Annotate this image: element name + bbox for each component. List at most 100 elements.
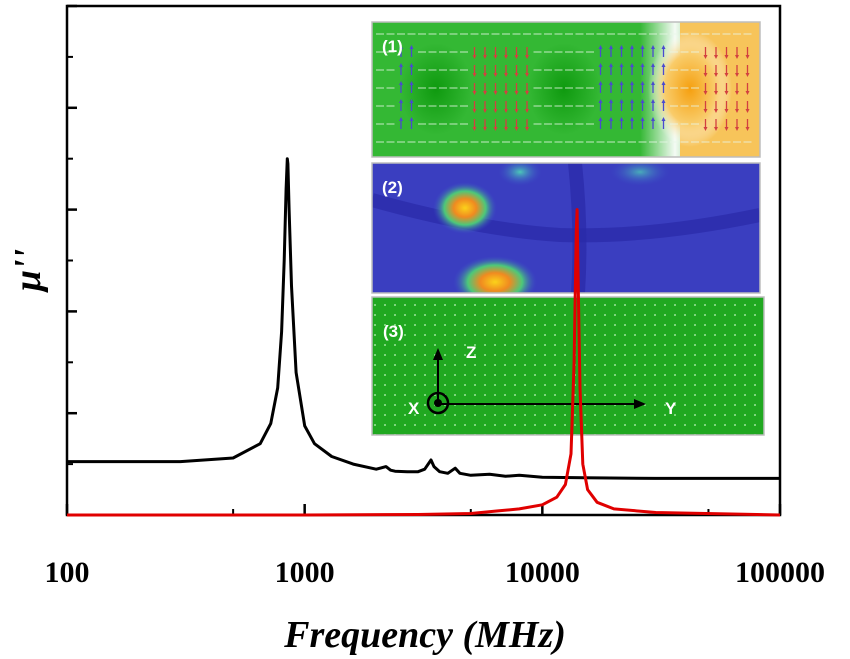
field-arrow-head xyxy=(609,99,613,103)
field-arrow-head xyxy=(735,55,739,59)
field-arrow-head xyxy=(661,117,666,121)
field-arrow-head xyxy=(483,127,487,131)
inset-2-label: (2) xyxy=(382,178,403,197)
field-arrow-head xyxy=(472,127,477,131)
x-tick-label: 100 xyxy=(45,556,90,589)
field-arrow-head xyxy=(472,91,477,95)
field-arrow-head xyxy=(640,117,645,121)
field-arrow-head xyxy=(472,73,477,77)
field-arrow-head xyxy=(735,127,739,131)
field-arrow-head xyxy=(661,99,666,103)
field-arrow-head xyxy=(483,55,487,59)
x-tick-label: 10000 xyxy=(505,556,580,589)
field-arrow-head xyxy=(609,63,613,67)
field-arrow-head xyxy=(745,127,750,131)
field-arrow-head xyxy=(640,45,645,49)
field-arrow-head xyxy=(630,63,634,67)
field-arrow-head xyxy=(609,117,613,121)
field-arrow-head xyxy=(493,55,498,59)
field-arrow-head xyxy=(651,63,655,67)
inset-3-axis-x: X xyxy=(408,399,420,418)
field-arrow-head xyxy=(493,127,498,131)
field-arrow-head xyxy=(703,73,708,77)
x-tick-label: 1000 xyxy=(275,556,335,589)
inset-3-axis-z: Z xyxy=(466,343,476,362)
field-arrow-head xyxy=(735,109,739,113)
field-arrow-head xyxy=(483,109,487,113)
field-arrow-head xyxy=(598,117,603,121)
field-arrow-head xyxy=(724,109,729,113)
field-arrow-head xyxy=(493,73,498,77)
field-arrow-head xyxy=(619,99,624,103)
y-ticks xyxy=(67,4,77,517)
field-arrow-head xyxy=(609,81,613,85)
field-arrow-head xyxy=(745,73,750,77)
field-arrow-head xyxy=(703,55,708,59)
field-arrow-head xyxy=(525,55,529,59)
field-arrow-head xyxy=(651,81,655,85)
field-arrow-head xyxy=(724,127,729,131)
field-arrow-head xyxy=(504,109,508,113)
inset-3-label: (3) xyxy=(383,322,404,341)
field-arrow-head xyxy=(483,73,487,77)
field-arrow-head xyxy=(619,117,624,121)
inset-2: (2) xyxy=(371,162,761,294)
x-tick-label: 100000 xyxy=(735,556,825,589)
field-arrow-head xyxy=(703,127,708,131)
field-arrow-head xyxy=(598,45,603,49)
field-arrow-head xyxy=(630,99,634,103)
field-arrow-head xyxy=(409,99,414,103)
field-arrow-head xyxy=(493,109,498,113)
field-arrow-head xyxy=(619,63,624,67)
field-arrow-head xyxy=(483,91,487,95)
field-arrow-head xyxy=(609,45,613,49)
x-axis-symbol xyxy=(426,391,450,415)
field-arrow-head xyxy=(661,45,666,49)
field-arrow-head xyxy=(724,73,729,77)
field-arrow-head xyxy=(651,99,655,103)
series-line-2 xyxy=(67,208,781,517)
field-arrow-head xyxy=(714,55,718,59)
field-arrow-head xyxy=(399,81,403,85)
field-arrow-head xyxy=(514,91,519,95)
field-arrow-head xyxy=(745,109,750,113)
field-arrow-head xyxy=(525,127,529,131)
field-arrow-head xyxy=(714,127,718,131)
x-axis-title: Frequency (MHz) xyxy=(283,614,566,656)
field-arrow-head xyxy=(493,91,498,95)
field-arrow-head xyxy=(640,99,645,103)
field-arrow-head xyxy=(598,99,603,103)
field-arrow-head xyxy=(514,127,519,131)
field-arrow-head xyxy=(525,73,529,77)
field-arrow-head xyxy=(714,109,718,113)
field-arrow-head xyxy=(735,91,739,95)
field-arrow-head xyxy=(514,55,519,59)
field-arrow-head xyxy=(399,99,403,103)
field-arrow-head xyxy=(472,109,477,113)
field-arrow-head xyxy=(651,117,655,121)
field-arrow-head xyxy=(703,91,708,95)
field-arrow-head xyxy=(640,63,645,67)
field-arrow-head xyxy=(619,81,624,85)
field-arrow-head xyxy=(661,81,666,85)
field-arrow-head xyxy=(630,81,634,85)
series-group xyxy=(67,157,781,517)
field-arrow-head xyxy=(661,63,666,67)
field-arrow-head xyxy=(714,91,718,95)
field-arrow-head xyxy=(409,117,414,121)
field-arrow-head xyxy=(598,63,603,67)
field-arrow-head xyxy=(399,63,403,67)
field-arrow-head xyxy=(409,63,414,67)
field-arrow-head xyxy=(735,73,739,77)
field-arrow-head xyxy=(619,45,624,49)
field-arrow-head xyxy=(525,109,529,113)
field-arrow-head xyxy=(504,73,508,77)
inset-3-axis-y: Y xyxy=(665,399,677,418)
field-arrow-head xyxy=(504,127,508,131)
inset-1-label: (1) xyxy=(382,37,403,56)
field-arrow-head xyxy=(514,73,519,77)
x-tick-labels: 100 1000 10000 100000 xyxy=(45,556,826,589)
field-arrow-head xyxy=(724,91,729,95)
field-arrow-head xyxy=(399,117,403,121)
